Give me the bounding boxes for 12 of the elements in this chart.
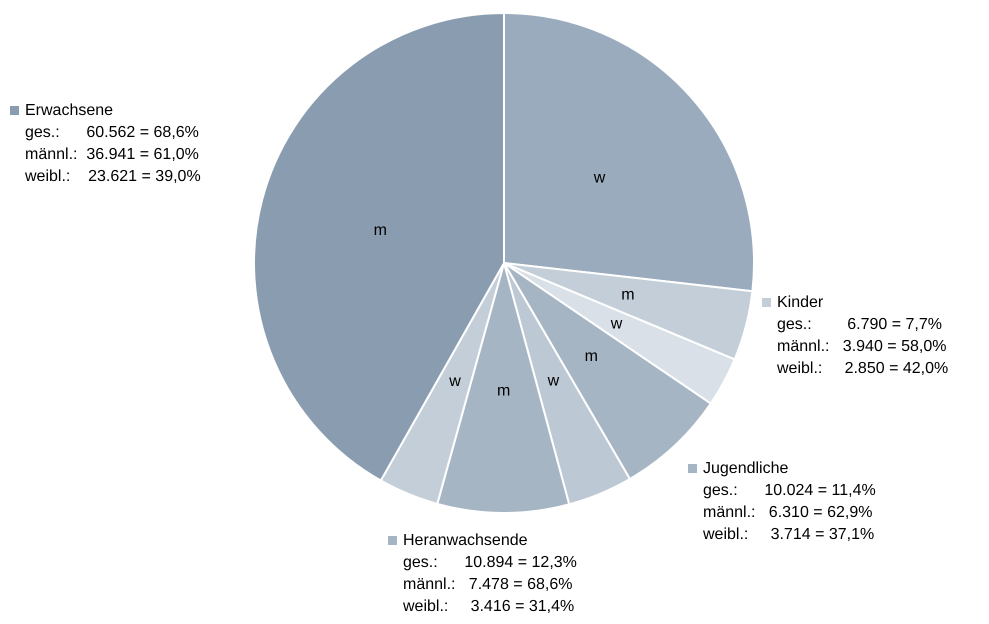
text: Erwachsene ges.: 60.562 = 68,6% männl.: 36.941 = 61,0% weibl.: 23.621 = 39,0% bbox=[25, 101, 201, 187]
text: Jugendliche ges.: 10.024 = 11,4% männl.: 6.310 = 62,9% weibl.: 3.714 = 37,1% bbox=[703, 459, 876, 545]
slice-label: m bbox=[374, 222, 387, 239]
text: Kinder ges.: 6.790 = 7,7% männl.: 3.940 = 58,0% weibl.: 2.850 = 42,0% bbox=[777, 293, 948, 379]
slice-label: m bbox=[621, 286, 635, 304]
slice-label: w bbox=[592, 169, 606, 186]
slice-label: w bbox=[448, 372, 462, 390]
slice-label: m bbox=[496, 382, 510, 400]
text: Heranwachsende ges.: 10.894 = 12,3% männl.: 7.478 = 68,6% weibl.: 3.416 = 31,4% bbox=[403, 531, 577, 617]
slice-label: w bbox=[546, 372, 560, 390]
slice-label: m bbox=[584, 348, 598, 366]
slice-label: w bbox=[610, 315, 623, 332]
